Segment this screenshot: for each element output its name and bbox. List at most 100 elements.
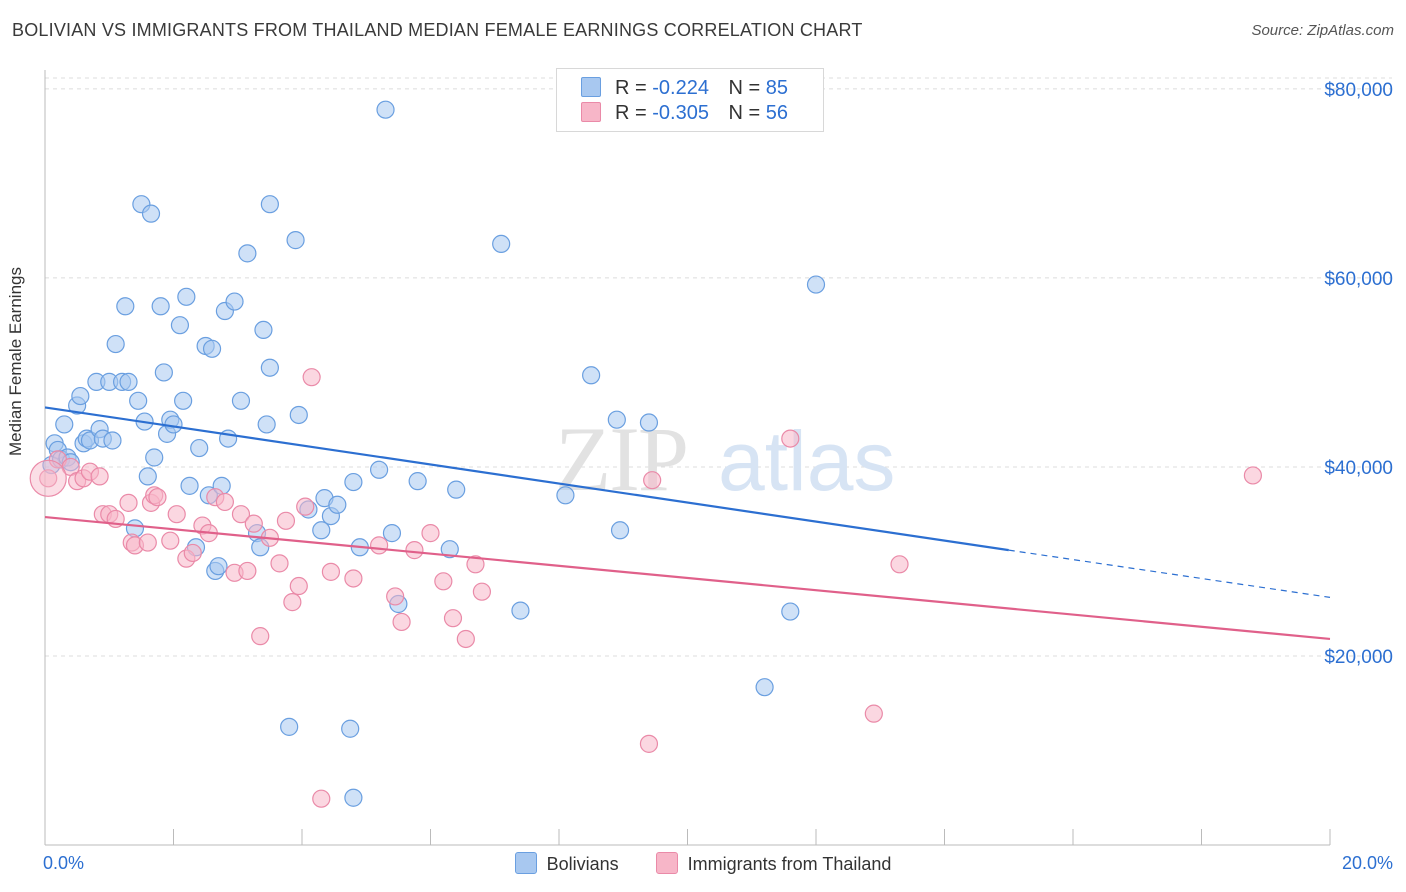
thailand-point-53 <box>864 704 883 723</box>
correlation-legend: R = -0.224 N = 85 R = -0.305 N = 56 <box>556 68 824 132</box>
thailand-point-34 <box>289 576 308 596</box>
legend-label-bolivians: Bolivians <box>546 854 619 874</box>
trend-bolivians-extrapolated <box>1008 549 1331 598</box>
n-label: N = <box>728 77 761 99</box>
bolivian-point-79 <box>639 413 659 432</box>
source-label: Source: ZipAtlas.com <box>1251 22 1394 39</box>
bolivian-point-28 <box>151 297 170 316</box>
bolivian-point-22 <box>129 391 148 410</box>
bolivian-point-57 <box>286 231 305 250</box>
bolivian-point-67 <box>370 460 389 479</box>
bolivian-point-58 <box>289 405 308 425</box>
y-tick-label-3: $80,000 <box>1324 80 1393 101</box>
x-tick-label-max: 20.0% <box>1342 853 1393 873</box>
legend-row-thailand: R = -0.305 N = 56 <box>581 102 788 126</box>
bolivian-point-71 <box>440 540 459 559</box>
legend-item-thailand[interactable]: Immigrants from Thailand <box>655 852 892 875</box>
trend-bolivians <box>44 406 1009 552</box>
bolivian-point-65 <box>344 472 363 492</box>
chart-title: BOLIVIAN VS IMMIGRANTS FROM THAILAND MED… <box>12 20 863 40</box>
legend-label-thailand: Immigrants from Thailand <box>687 854 892 874</box>
bolivian-point-81 <box>781 602 800 621</box>
thailand-point-24 <box>215 492 234 512</box>
bolivian-point-26 <box>141 204 161 223</box>
thailand-point-26 <box>231 505 251 524</box>
bolivian-point-4 <box>55 415 74 434</box>
bolivian-point-76 <box>582 366 601 385</box>
r-label: R = <box>615 102 647 124</box>
bolivian-point-43 <box>209 557 228 576</box>
bolivian-point-70 <box>408 472 427 491</box>
series-bolivians <box>42 100 826 807</box>
thailand-point-52 <box>781 429 800 448</box>
bolivian-point-77 <box>607 410 626 429</box>
bolivian-point-19 <box>116 297 135 316</box>
legend-row-bolivians: R = -0.224 N = 85 <box>581 77 788 101</box>
thailand-point-51 <box>639 734 659 753</box>
thailand-point-31 <box>270 554 289 573</box>
thailand-point-13 <box>138 533 157 552</box>
thailand-point-54 <box>890 555 909 574</box>
bolivian-point-41 <box>202 339 222 358</box>
thailand-point-40 <box>370 536 389 555</box>
thailand-point-33 <box>283 593 302 612</box>
bolivian-point-35 <box>177 287 196 306</box>
y-tick-label-1: $40,000 <box>1324 458 1393 479</box>
bolivian-point-54 <box>260 358 279 377</box>
bolivian-point-49 <box>238 244 257 263</box>
bolivian-point-75 <box>556 486 575 505</box>
thailand-point-39 <box>344 569 363 588</box>
bolivian-point-84 <box>382 524 402 543</box>
bolivian-point-80 <box>755 678 774 697</box>
bolivian-point-64 <box>341 719 360 738</box>
thailand-point-36 <box>302 368 321 387</box>
legend-item-bolivians[interactable]: Bolivians <box>514 852 619 875</box>
r-label: R = <box>615 77 647 99</box>
thailand-point-20 <box>183 543 202 563</box>
thailand-point-28 <box>244 514 263 533</box>
thailand-point-43 <box>405 541 424 560</box>
bolivian-point-56 <box>280 717 299 736</box>
trend-thailand <box>44 515 1331 641</box>
bolivian-point-82 <box>806 275 826 294</box>
thailand-point-17 <box>161 531 180 550</box>
bolivian-point-32 <box>164 415 183 434</box>
thailand-point-50 <box>643 471 662 490</box>
bolivian-point-53 <box>257 415 276 434</box>
series-legend: Bolivians Immigrants from Thailand <box>0 852 1406 875</box>
bolivian-point-29 <box>154 363 173 382</box>
bolivian-point-27 <box>145 448 164 467</box>
bolivian-point-25 <box>138 467 157 486</box>
watermark-atlas: atlas <box>718 414 895 508</box>
bolivian-point-55 <box>260 195 279 214</box>
thailand-point-45 <box>434 572 453 591</box>
bolivian-point-72 <box>447 480 466 499</box>
bolivian-point-48 <box>231 391 251 410</box>
legend-swatch-thailand <box>655 852 678 874</box>
bolivian-point-38 <box>190 438 209 458</box>
r-value-thailand: -0.305 <box>652 102 709 124</box>
thailand-point-27 <box>238 561 257 581</box>
thailand-point-16 <box>148 488 167 507</box>
tick-labels: $20,000 $40,000 $60,000 $80,000 0.0% 20.0% <box>43 80 1393 873</box>
thailand-point-32 <box>276 511 296 530</box>
thailand-point-10 <box>119 493 138 512</box>
y-axis-label: Median Female Earnings <box>6 267 25 456</box>
bolivian-point-20 <box>119 372 138 391</box>
bolivian-point-16 <box>103 431 122 450</box>
thailand-point-29 <box>251 627 270 646</box>
y-tick-label-0: $20,000 <box>1324 647 1393 668</box>
trend-lines <box>44 406 1331 641</box>
bolivian-point-60 <box>312 521 331 540</box>
n-value-bolivians: 85 <box>765 77 789 99</box>
thailand-point-46 <box>443 609 463 628</box>
thailand-point-0 <box>39 469 58 488</box>
bolivian-point-52 <box>254 320 273 340</box>
thailand-point-42 <box>392 612 411 632</box>
thailand-point-44 <box>421 524 440 543</box>
n-value-thailand: 56 <box>765 102 789 124</box>
thailand-point-41 <box>386 587 405 606</box>
thailand-point-48 <box>466 555 485 574</box>
bolivian-point-8 <box>71 386 90 406</box>
n-label: N = <box>728 102 761 124</box>
